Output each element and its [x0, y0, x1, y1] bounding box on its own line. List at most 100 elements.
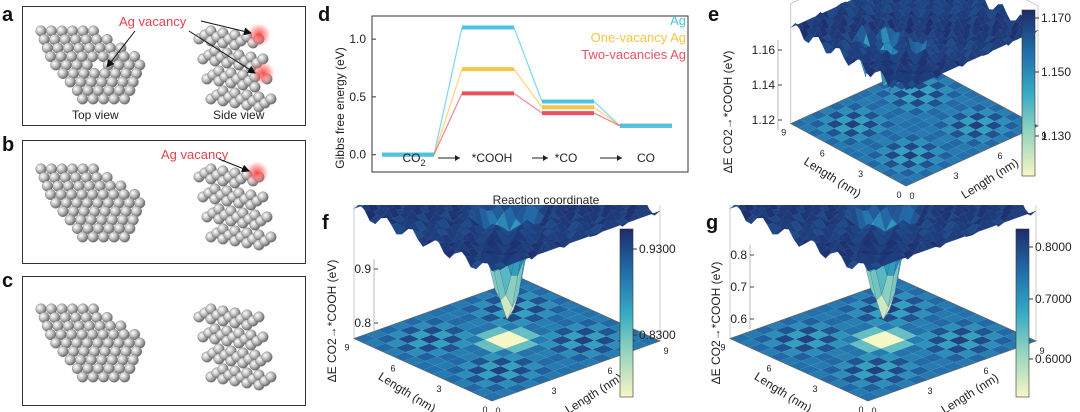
- surface-floor-cell: [845, 111, 863, 120]
- surface-floor-cell: [855, 313, 878, 323]
- atom: [265, 93, 277, 105]
- surface-floor-cell: [494, 388, 516, 397]
- surface-floor-cell: [817, 335, 840, 344]
- surface-floor-cell: [545, 313, 567, 323]
- surface-floor-cell: [469, 308, 492, 318]
- d-plot-frame: [371, 15, 689, 173]
- surface-floor-cell: [899, 168, 917, 178]
- surface-floor-cell: [914, 340, 937, 349]
- surface-floor-cell: [932, 357, 955, 367]
- atom: [57, 345, 69, 357]
- surface-floor-cell: [882, 93, 901, 103]
- surface-floor-cell: [882, 383, 904, 393]
- d-connector: [433, 93, 463, 155]
- surface-floor-cell: [920, 362, 943, 371]
- surface-floor-cell: [378, 325, 400, 335]
- surface-floor-cell: [771, 343, 794, 353]
- surface-floor-cell: [533, 318, 555, 327]
- colorbar-tick-label: 0.7000: [1035, 292, 1072, 306]
- surface-floor-cell: [875, 146, 894, 156]
- surface-floor-cell: [520, 370, 543, 380]
- surface-floor-cell: [409, 330, 432, 340]
- surface-z-tick-label: 1.16: [752, 43, 776, 57]
- surface-z-tick-label: 1.12: [752, 113, 776, 127]
- surface-floor-cell: [882, 159, 901, 169]
- surface-floor-cell: [562, 331, 585, 341]
- surface-floor-cell: [506, 383, 528, 393]
- atom: [50, 59, 62, 71]
- d-legend-entry: Ag: [670, 13, 686, 28]
- surface-floor-cell: [847, 93, 865, 103]
- surface-floor-cell: [594, 336, 617, 345]
- surface-floor-cell: [892, 89, 910, 99]
- surface-floor-cell: [890, 348, 913, 358]
- surface-floor-cell: [455, 322, 478, 331]
- surface-floor-cell: [889, 107, 908, 116]
- surface-floor-cell: [973, 143, 991, 152]
- surface-floor-cell: [896, 370, 919, 380]
- surface-floor-cell: [570, 344, 593, 354]
- surface-floor-cell: [887, 124, 905, 134]
- panel-letter-e: e: [708, 4, 720, 26]
- atom: [77, 93, 89, 105]
- surface-floor-cell: [550, 335, 573, 345]
- atom: [108, 231, 120, 243]
- d-step-label: *COOH: [472, 151, 513, 165]
- surface-floor-cell: [834, 124, 852, 133]
- surface-floor-cell: [547, 305, 570, 314]
- surface-floor-cell: [842, 128, 861, 138]
- surface-floor-cell: [954, 358, 976, 367]
- surface-floor-cell: [868, 133, 887, 142]
- panel-letter-d: d: [318, 4, 331, 26]
- surface-floor-cell: [934, 103, 953, 112]
- surface-mesh-cell: [901, 80, 912, 91]
- surface-floor-cell: [906, 375, 928, 384]
- surface-floor-cell: [754, 325, 776, 335]
- surface-floor-cell: [955, 142, 974, 152]
- surface-floor-cell: [936, 85, 955, 95]
- surface-floor-cell: [466, 365, 489, 375]
- atom: [87, 93, 99, 105]
- surface-z-axis-label: ΔE CO2→*COOH (eV): [709, 262, 723, 385]
- surface-floor-cell: [582, 340, 605, 350]
- surface-floor-cell: [795, 334, 818, 344]
- surface-floor-cell: [524, 353, 547, 362]
- surface-floor-cell: [807, 330, 830, 340]
- colorbar: [619, 228, 634, 398]
- surface-floor-cell: [457, 313, 480, 322]
- surface-y-axis-label: Length (nm): [563, 371, 625, 412]
- surface-floor-cell: [773, 334, 796, 344]
- surface-floor-cell: [819, 106, 837, 116]
- surface-floor-cell: [527, 296, 550, 305]
- atom: [64, 214, 76, 226]
- surface-floor-cell: [862, 374, 885, 384]
- surface-floor-cell: [872, 379, 895, 388]
- atom: [50, 337, 62, 349]
- surface-floor-frame: [728, 278, 1038, 402]
- surface-floor-cell: [956, 134, 975, 143]
- surface-floor-cell: [896, 120, 915, 130]
- surface-floor-cell: [522, 361, 545, 371]
- surface-floor-cell: [865, 93, 883, 103]
- surface-floor-cell: [567, 314, 589, 323]
- surface-floor-cell: [802, 308, 824, 318]
- surface-floor-cell: [781, 347, 804, 357]
- surface-floor-cell: [966, 129, 984, 139]
- surface-floor-cell: [884, 374, 907, 384]
- surface-floor-cell: [978, 349, 1000, 359]
- surface-floor-cell: [876, 137, 895, 147]
- surface-floor-cell: [427, 348, 450, 357]
- surface-floor-cell: [485, 335, 507, 345]
- surface-floor-cell: [994, 116, 1013, 126]
- surface-floor-cell: [910, 146, 929, 156]
- surface-floor-cell: [969, 103, 988, 113]
- atom: [108, 93, 120, 105]
- surface-floor-cell: [833, 313, 856, 322]
- surface-floor-cell: [456, 361, 479, 371]
- surface-floor-cell: [742, 330, 764, 339]
- surface-floor-cell: [912, 348, 935, 358]
- surface-floor-cell: [833, 132, 851, 142]
- surface-floor-cell: [881, 102, 900, 112]
- surface-floor-cell: [497, 331, 519, 340]
- panel-c-structure: [35, 303, 277, 391]
